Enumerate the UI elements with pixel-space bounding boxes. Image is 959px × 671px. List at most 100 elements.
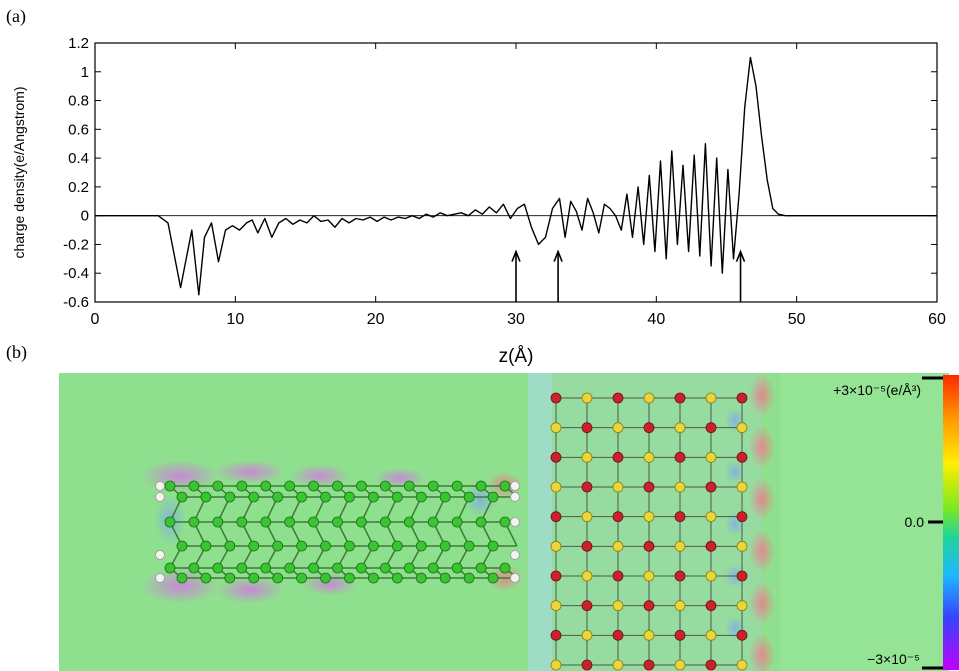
carbon-atom bbox=[391, 491, 403, 503]
carbon-atom bbox=[212, 480, 224, 492]
hydrogen-atom bbox=[510, 517, 520, 527]
carbon-atom bbox=[296, 540, 308, 552]
carbon-atom bbox=[164, 562, 176, 574]
hydrogen-atom bbox=[510, 550, 520, 560]
colorbar-min-label: −3×10⁻⁵ bbox=[867, 651, 920, 667]
colorbar: +3×10⁻⁵(e/Å³) 0.0 −3×10⁻⁵ bbox=[833, 375, 959, 670]
arrow-markers bbox=[511, 249, 746, 302]
metal-atom bbox=[581, 629, 593, 641]
carbon-atom bbox=[451, 562, 463, 574]
x-tick-label: 0 bbox=[91, 311, 100, 328]
carbon-atom bbox=[344, 572, 355, 584]
metal-atom bbox=[674, 600, 686, 612]
carbon-atom bbox=[188, 480, 200, 492]
metal-atom bbox=[612, 600, 624, 612]
metal-atom bbox=[674, 659, 686, 671]
carbon-atom bbox=[176, 540, 188, 552]
density-lobe bbox=[216, 576, 284, 604]
metal-atom bbox=[674, 481, 686, 493]
carbon-atom bbox=[427, 480, 439, 492]
carbon-atom bbox=[367, 540, 379, 552]
x-tick-label: 60 bbox=[928, 311, 946, 328]
oxygen-atom bbox=[705, 540, 717, 552]
panel-a-label: (a) bbox=[6, 6, 26, 26]
metal-atom bbox=[550, 600, 562, 612]
hydrogen-atom bbox=[510, 573, 520, 583]
carbon-atom bbox=[379, 562, 391, 574]
carbon-atom bbox=[391, 572, 403, 584]
hydrogen-atom bbox=[510, 492, 520, 502]
metal-atom bbox=[705, 451, 717, 463]
oxygen-atom bbox=[643, 659, 655, 671]
oxygen-atom bbox=[705, 659, 717, 671]
carbon-atom bbox=[272, 540, 284, 552]
oxygen-atom bbox=[705, 481, 717, 493]
carbon-atom bbox=[236, 516, 248, 528]
arrow-marker bbox=[553, 249, 563, 302]
carbon-atom bbox=[260, 480, 272, 492]
series-line bbox=[95, 56, 937, 296]
arrow-marker bbox=[511, 249, 521, 302]
carbon-atom bbox=[212, 516, 224, 528]
metal-atom bbox=[550, 659, 562, 671]
oxygen-atom bbox=[643, 540, 655, 552]
metal-atom bbox=[581, 570, 593, 582]
carbon-atom bbox=[164, 516, 176, 528]
carbon-atom bbox=[475, 562, 487, 574]
oxygen-atom bbox=[643, 422, 655, 434]
metal-atom bbox=[550, 422, 562, 434]
map-colorbar-region bbox=[780, 373, 949, 671]
y-tick-label: 1.2 bbox=[68, 35, 89, 52]
carbon-atom bbox=[367, 572, 379, 584]
carbon-atom bbox=[451, 516, 463, 528]
charge-density-chart: -0.6 -0.4 -0.2 0 0.2 0.4 0.6 0.8 1 1.2 0 10 20 30 40 5… bbox=[11, 35, 946, 367]
carbon-atom bbox=[499, 480, 511, 492]
oxygen-atom bbox=[612, 629, 624, 641]
y-tick-label: 0.6 bbox=[68, 121, 89, 138]
metal-atom bbox=[736, 481, 748, 493]
carbon-atom bbox=[403, 480, 415, 492]
density-lobe bbox=[749, 633, 775, 671]
carbon-atom bbox=[391, 540, 403, 552]
metal-atom bbox=[643, 392, 655, 404]
oxygen-atom bbox=[736, 629, 748, 641]
metal-atom bbox=[736, 422, 748, 434]
carbon-atom bbox=[475, 480, 487, 492]
x-tick-label: 40 bbox=[647, 311, 665, 328]
x-tick-label: 30 bbox=[507, 311, 525, 328]
x-tick-label: 50 bbox=[788, 311, 806, 328]
carbon-atom bbox=[415, 540, 427, 552]
carbon-atom bbox=[439, 572, 451, 584]
carbon-atom bbox=[415, 572, 427, 584]
carbon-atom bbox=[415, 491, 427, 503]
metal-atom bbox=[643, 511, 655, 523]
oxygen-atom bbox=[550, 570, 562, 582]
oxygen-atom bbox=[643, 481, 655, 493]
y-tick-label: -0.6 bbox=[63, 294, 89, 311]
hydrogen-atom bbox=[155, 481, 165, 491]
carbon-atom bbox=[367, 491, 379, 503]
density-lobe bbox=[749, 373, 775, 417]
y-axis-ticks: -0.6 -0.4 -0.2 0 0.2 0.4 0.6 0.8 1 1.2 bbox=[63, 35, 937, 311]
y-axis-label: charge density(e/Angstrom) bbox=[11, 87, 27, 259]
density-lobe bbox=[749, 477, 775, 521]
carbon-atom bbox=[487, 572, 499, 584]
carbon-atom bbox=[499, 516, 511, 528]
colorbar-max-label: +3×10⁻⁵(e/Å³) bbox=[833, 382, 921, 398]
carbon-atom bbox=[200, 540, 212, 552]
carbon-atom bbox=[356, 480, 367, 492]
metal-atom bbox=[612, 659, 624, 671]
carbon-atom bbox=[176, 491, 188, 503]
oxygen-atom bbox=[612, 570, 624, 582]
arrow-marker bbox=[735, 249, 746, 302]
metal-atom bbox=[581, 511, 593, 523]
metal-atom bbox=[674, 422, 686, 434]
carbon-atom bbox=[188, 562, 200, 574]
metal-atom bbox=[550, 481, 562, 493]
atoms bbox=[155, 392, 748, 671]
y-tick-label: 0 bbox=[81, 208, 89, 225]
carbon-atom bbox=[320, 540, 331, 552]
carbon-atom bbox=[188, 516, 200, 528]
carbon-atom bbox=[356, 562, 367, 574]
y-tick-label: 0.2 bbox=[68, 179, 89, 196]
